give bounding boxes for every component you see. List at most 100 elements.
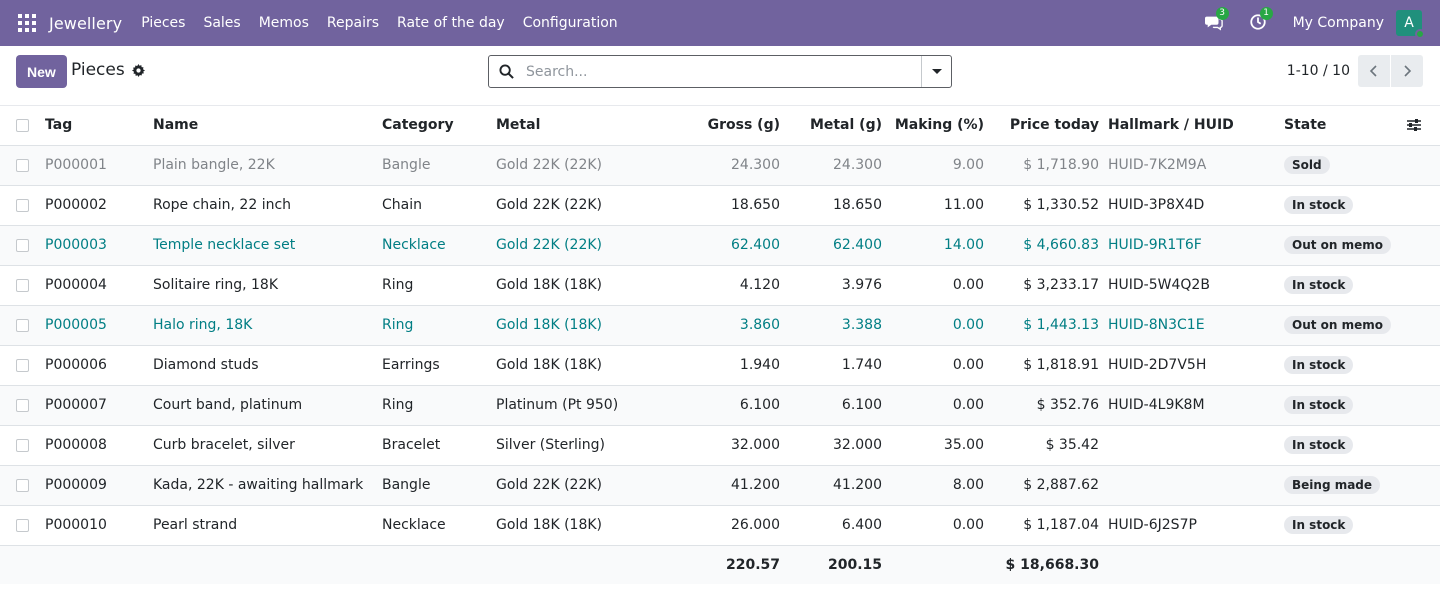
cell-tag: P000004 — [45, 265, 153, 306]
select-all-checkbox[interactable] — [16, 118, 29, 132]
messages-button[interactable]: 3 — [1204, 7, 1229, 33]
table-row[interactable]: P000002 Rope chain, 22 inch Chain Gold 22K … — [0, 185, 1440, 226]
header-making[interactable]: Making (%) — [882, 106, 984, 146]
header-metal[interactable]: Metal — [496, 106, 690, 146]
cell-price: $ 1,718.90 — [984, 145, 1099, 186]
cell-name: Temple necklace set — [153, 225, 382, 266]
header-category[interactable]: Category — [382, 106, 496, 146]
menu-rate-of-the-day[interactable]: Rate of the day — [397, 15, 505, 31]
menu-pieces[interactable]: Pieces — [141, 15, 186, 31]
table-row[interactable]: P000009 Kada, 22K - awaiting hallmark Bang… — [0, 465, 1440, 506]
status-badge: In stock — [1284, 516, 1354, 534]
menu-memos[interactable]: Memos — [258, 15, 309, 31]
cell-metal-g: 3.388 — [780, 305, 882, 346]
avatar-letter: A — [1404, 15, 1414, 31]
row-select-cell — [0, 465, 45, 506]
cell-tag: P000009 — [45, 465, 153, 506]
table-row[interactable]: P000008 Curb bracelet, silver Bracelet Silv… — [0, 425, 1440, 466]
row-checkbox[interactable] — [16, 278, 29, 292]
pager-value[interactable]: 1-10 / 10 — [1286, 63, 1350, 79]
cell-state: In stock — [1284, 345, 1394, 386]
table-row[interactable]: P000010 Pearl strand Necklace Gold 18K (18K… — [0, 505, 1440, 546]
table-row[interactable]: P000004 Solitaire ring, 18K Ring Gold 18K (… — [0, 265, 1440, 306]
cell-empty — [1394, 385, 1440, 426]
cell-price: $ 35.42 — [984, 425, 1099, 466]
cell-metal-g: 41.200 — [780, 465, 882, 506]
search-options-toggle[interactable] — [921, 56, 951, 87]
cell-making: 0.00 — [882, 265, 984, 306]
table-row[interactable]: P000003 Temple necklace set Necklace Gold 2… — [0, 225, 1440, 266]
menu-repairs[interactable]: Repairs — [326, 15, 380, 31]
cell-empty — [1394, 145, 1440, 186]
search-input[interactable] — [526, 63, 906, 80]
row-select-cell — [0, 145, 45, 186]
cell-state: Out on memo — [1284, 305, 1394, 346]
cell-metal-g: 32.000 — [780, 425, 882, 466]
row-select-cell — [0, 225, 45, 266]
row-checkbox[interactable] — [16, 238, 29, 252]
cell-gross: 62.400 — [690, 225, 780, 266]
page-title: Pieces — [71, 60, 125, 80]
sliders-icon[interactable] — [1406, 117, 1422, 133]
new-button[interactable]: New — [16, 55, 67, 88]
cell-gross: 4.120 — [690, 265, 780, 306]
row-checkbox[interactable] — [16, 478, 29, 492]
cell-tag: P000007 — [45, 385, 153, 426]
cell-price: $ 3,233.17 — [984, 265, 1099, 306]
header-gross[interactable]: Gross (g) — [690, 106, 780, 146]
cell-gross: 6.100 — [690, 385, 780, 426]
pager-next-button[interactable] — [1391, 55, 1423, 87]
user-avatar[interactable]: A — [1396, 10, 1425, 39]
cell-metal: Platinum (Pt 950) — [496, 385, 690, 426]
menu-sales[interactable]: Sales — [203, 15, 241, 31]
header-metal-g[interactable]: Metal (g) — [780, 106, 882, 146]
app-brand[interactable]: Jewellery — [49, 13, 123, 33]
header-tag[interactable]: Tag — [45, 106, 153, 146]
row-checkbox[interactable] — [16, 198, 29, 212]
cell-metal: Gold 18K (18K) — [496, 265, 690, 306]
cell-empty — [1394, 185, 1440, 226]
cell-tag: P000010 — [45, 505, 153, 546]
cell-name: Halo ring, 18K — [153, 305, 382, 346]
row-select-cell — [0, 505, 45, 546]
cell-state: Sold — [1284, 145, 1394, 186]
menu-configuration[interactable]: Configuration — [522, 15, 618, 31]
cell-tag: P000006 — [45, 345, 153, 386]
cell-category: Bangle — [382, 145, 496, 186]
row-checkbox[interactable] — [16, 158, 29, 172]
cell-name: Solitaire ring, 18K — [153, 265, 382, 306]
cell-state: In stock — [1284, 505, 1394, 546]
row-checkbox[interactable] — [16, 398, 29, 412]
gear-icon[interactable] — [131, 63, 145, 77]
row-checkbox[interactable] — [16, 518, 29, 532]
cell-hallmark: HUID-5W4Q2B — [1108, 265, 1284, 306]
cell-gross: 32.000 — [690, 425, 780, 466]
table-row[interactable]: P000005 Halo ring, 18K Ring Gold 18K (18K) 3… — [0, 305, 1440, 346]
cell-hallmark — [1108, 465, 1284, 506]
table-row[interactable]: P000007 Court band, platinum Ring Platinum … — [0, 385, 1440, 426]
row-checkbox[interactable] — [16, 318, 29, 332]
cell-name: Plain bangle, 22K — [153, 145, 382, 186]
apps-menu-icon[interactable] — [18, 14, 36, 32]
pager-previous-button[interactable] — [1358, 55, 1390, 87]
table-row[interactable]: P000006 Diamond studs Earrings Gold 18K (18… — [0, 345, 1440, 386]
header-price[interactable]: Price today — [984, 106, 1099, 146]
cell-price: $ 1,330.52 — [984, 185, 1099, 226]
table-row[interactable]: P000001 Plain bangle, 22K Bangle Gold 22K (… — [0, 145, 1440, 186]
header-name[interactable]: Name — [153, 106, 382, 146]
company-switcher[interactable]: My Company — [1292, 15, 1384, 31]
total-gross: 220.57 — [690, 545, 780, 584]
row-checkbox[interactable] — [16, 358, 29, 372]
row-checkbox[interactable] — [16, 438, 29, 452]
activities-button[interactable]: 1 — [1249, 7, 1273, 33]
cell-empty — [1394, 465, 1440, 506]
header-hallmark[interactable]: Hallmark / HUID — [1108, 106, 1284, 146]
cell-empty — [1394, 225, 1440, 266]
cell-hallmark: HUID-8N3C1E — [1108, 305, 1284, 346]
cell-name: Kada, 22K - awaiting hallmark — [153, 465, 382, 506]
cell-spacer — [1099, 465, 1108, 506]
header-state[interactable]: State — [1284, 106, 1394, 146]
cell-name: Court band, platinum — [153, 385, 382, 426]
cell-hallmark: HUID-4L9K8M — [1108, 385, 1284, 426]
messages-count-badge: 3 — [1215, 7, 1229, 20]
